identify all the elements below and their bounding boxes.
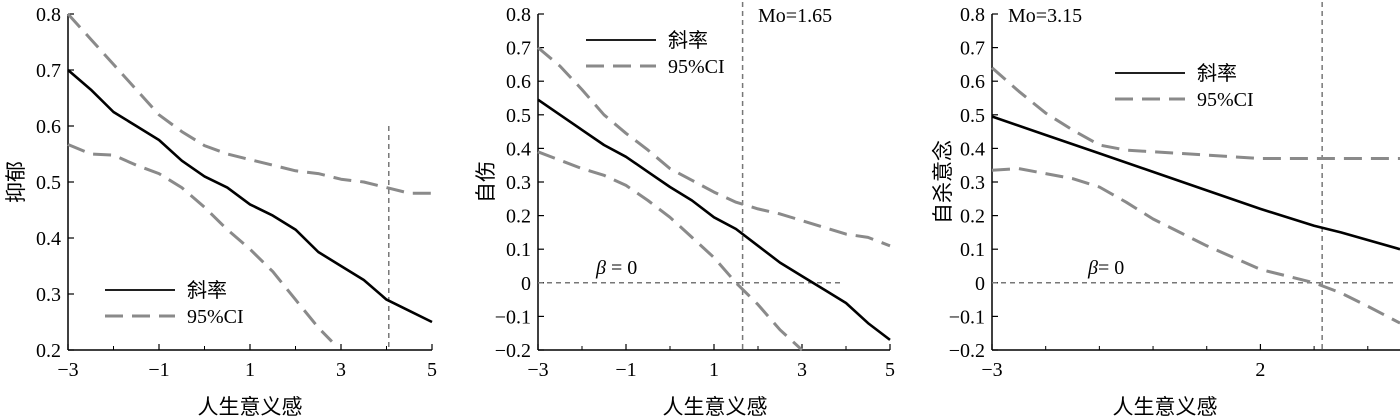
ylabel-depression: 抑郁 <box>4 161 28 203</box>
ci-lower-line <box>991 167 1400 325</box>
x-tick-label: −1 <box>615 359 636 381</box>
y-tick-label: 0.7 <box>506 38 531 60</box>
legend-label-slope: 斜率 <box>1197 62 1237 85</box>
ylabel-self-harm: 自伤 <box>474 161 498 203</box>
ci-lower-line <box>537 150 804 352</box>
y-tick-label: 0.8 <box>36 4 61 26</box>
x-tick-label: 5 <box>885 359 895 381</box>
x-tick-label: −1 <box>148 359 169 381</box>
ci-upper-line <box>537 46 891 248</box>
legend-label-ci: 95%CI <box>1197 89 1254 111</box>
y-tick-label: 0.8 <box>960 4 985 26</box>
slope-line <box>67 69 433 324</box>
y-tick-label: 0.1 <box>960 239 985 261</box>
x-tick-label: 2 <box>1255 359 1265 381</box>
legend-label-slope: 斜率 <box>668 29 708 52</box>
x-tick-label: 1 <box>245 359 255 381</box>
ci-upper-line <box>991 66 1400 160</box>
y-tick-label: −0.2 <box>949 340 985 362</box>
y-tick-label: 0.5 <box>36 172 61 194</box>
y-tick-label: 0.3 <box>506 172 531 194</box>
y-tick-label: 0.2 <box>36 340 61 362</box>
ci-lower-line <box>67 143 333 343</box>
slope-line <box>991 115 1400 251</box>
moderator-annotation: Mo=1.65 <box>758 5 832 27</box>
slope-line <box>537 98 891 341</box>
y-tick-label: 0.4 <box>960 138 985 160</box>
y-tick-label: 0.7 <box>36 60 61 82</box>
moderator-annotation: Mo=3.15 <box>1008 5 1082 27</box>
x-tick-label: 1 <box>709 359 719 381</box>
y-tick-label: 0.6 <box>36 116 61 138</box>
y-tick-label: 0.4 <box>506 138 531 160</box>
ylabel-suicidal-ideation: 自杀意念 <box>931 140 955 224</box>
y-tick-label: 0 <box>975 273 985 295</box>
x-tick-label: −3 <box>57 359 78 381</box>
x-tick-label: 3 <box>797 359 807 381</box>
beta-annotation: β = 0 <box>595 257 637 279</box>
y-tick-label: −0.1 <box>495 306 531 328</box>
panel-suicidal-ideation: −0.2 −0.1 0 0.1 0.2 0.3 0.4 0.5 0.6 0.7 0.8 −3 2 人生意义… <box>931 2 1400 419</box>
y-tick-label: 0.4 <box>36 228 61 250</box>
legend-label-ci: 95%CI <box>187 306 244 328</box>
x-axis-label: 人生意义感 <box>198 395 303 419</box>
y-tick-label: −0.1 <box>949 306 985 328</box>
x-tick-label: 3 <box>336 359 346 381</box>
beta-annotation: β= 0 <box>1087 257 1124 279</box>
y-tick-label: 0.2 <box>960 206 985 228</box>
legend-label-ci: 95%CI <box>668 56 725 78</box>
y-tick-label: 0.5 <box>960 105 985 127</box>
y-tick-label: 0.1 <box>506 239 531 261</box>
y-tick-label: 0.3 <box>36 284 61 306</box>
y-tick-label: 0.6 <box>960 71 985 93</box>
legend-label-slope: 斜率 <box>187 279 227 302</box>
x-axis-label: 人生意义感 <box>1113 395 1218 419</box>
x-tick-label: 5 <box>427 359 437 381</box>
x-axis-label: 人生意义感 <box>663 395 768 419</box>
x-tick-label: −3 <box>527 359 548 381</box>
panel-self-harm: −0.2 −0.1 0 0.1 0.2 0.3 0.4 0.5 0.6 0.7 0.8 −3 −1 1 3 5… <box>474 2 895 419</box>
y-tick-label: 0.8 <box>506 4 531 26</box>
x-tick-label: −3 <box>981 359 1002 381</box>
y-tick-label: 0 <box>521 273 531 295</box>
y-tick-label: 0.5 <box>506 105 531 127</box>
y-tick-label: 0.2 <box>506 206 531 228</box>
ci-upper-line <box>66 12 432 195</box>
y-tick-label: 0.3 <box>960 172 985 194</box>
y-tick-label: 0.7 <box>960 38 985 60</box>
y-tick-label: 0.6 <box>506 71 531 93</box>
y-tick-label: −0.2 <box>495 340 531 362</box>
